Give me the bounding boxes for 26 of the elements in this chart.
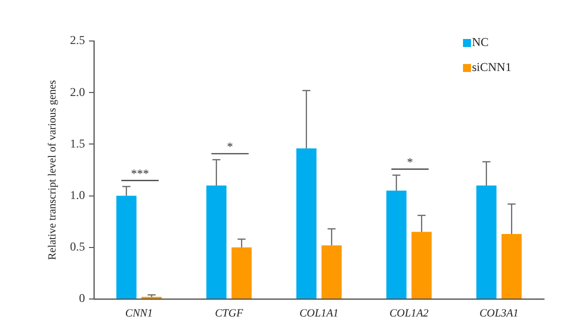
annotation: * [407, 155, 414, 170]
bar [116, 196, 136, 298]
bar [232, 247, 252, 298]
bar [206, 185, 226, 298]
annotation: * [227, 140, 234, 154]
x-tick-label: COL1A1 [299, 307, 339, 320]
y-tick-label: 0 [79, 291, 85, 306]
y-tick-label: 2.0 [70, 84, 85, 99]
x-tick-label: CNN1 [125, 307, 153, 320]
bar [476, 185, 496, 298]
x-tick-label: CTGF [214, 307, 244, 320]
legend-label: siCNN1 [472, 60, 512, 74]
x-tick-label: COL1A2 [389, 307, 430, 320]
x-tick-label: COL3A1 [479, 307, 519, 320]
y-tick-label: 1.0 [70, 188, 85, 202]
bar [296, 148, 316, 298]
bar [386, 190, 406, 298]
y-tick-label: 1.5 [70, 136, 85, 150]
y-axis-title: Relative transcript level of various genes [46, 80, 58, 260]
bar [502, 234, 522, 298]
bar [322, 245, 342, 298]
legend-label: NC [472, 35, 489, 50]
bar [412, 232, 432, 298]
annotation: *** [131, 166, 150, 181]
y-tick-label: 2.5 [70, 33, 85, 48]
y-tick-label: 0.5 [70, 240, 85, 254]
